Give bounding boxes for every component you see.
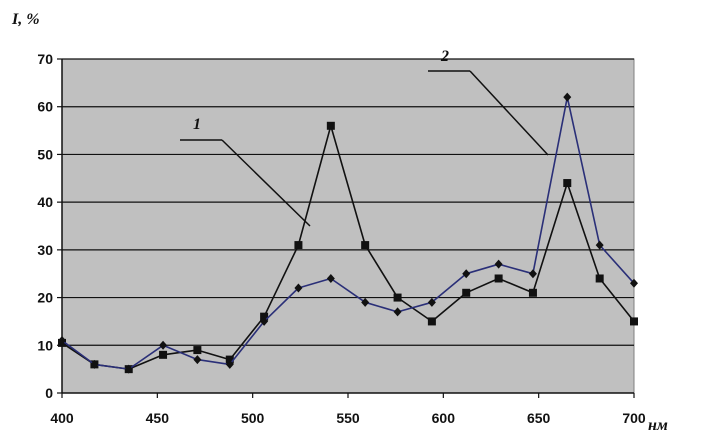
series-2-label: 2 [440,48,449,65]
series-1-point-9 [361,241,370,250]
series-2 [58,92,638,374]
series-2-point-14 [528,269,537,279]
gridlines [62,58,634,346]
series-2-point-16 [595,240,604,250]
x-tick-labels: 400 450 500 550 600 650 700 [50,393,646,426]
series-1-point-14 [528,288,537,297]
x-tick-label-0: 400 [50,410,74,426]
x-tick-label-4: 600 [432,410,456,426]
series-2-point-10 [393,307,402,317]
y-tick-label-0: 0 [45,385,53,401]
y-tick-label-6: 60 [37,99,53,115]
y-tick-label-4: 40 [37,194,53,210]
series-1-point-6 [260,312,269,321]
series-2-line [61,96,635,370]
plot-area [61,58,635,394]
x-tick-label-2: 500 [241,410,265,426]
series-1-point-11 [427,317,436,326]
series-1-point-5 [225,355,234,364]
x-axis-title: нм [648,417,668,434]
series-2-point-11 [427,297,436,307]
y-tick-label-5: 50 [37,146,53,162]
series-1-point-16 [595,274,604,283]
y-tick-labels: 0 10 20 30 40 50 60 70 [37,51,62,401]
series-2-point-9 [361,297,370,307]
series-2-point-4 [193,355,202,365]
series-1-point-3 [159,350,168,359]
series-1-point-17 [630,317,638,326]
series-2-point-5 [225,359,234,369]
x-tick-label-3: 550 [336,410,360,426]
x-tick-label-5: 650 [527,410,551,426]
series-2-point-3 [159,340,168,350]
series-1-point-15 [563,179,572,188]
y-tick-label-3: 30 [37,242,53,258]
callouts: 1 2 [180,48,549,227]
series-2-point-8 [326,273,335,283]
series-2-point-7 [294,283,303,293]
series-2-point-17 [630,278,638,288]
series-1-point-8 [326,121,335,130]
y-tick-label-2: 20 [37,290,53,306]
series-layer [58,92,638,374]
callout-2-leader [469,70,549,156]
series-1-point-12 [462,288,471,297]
series-1-point-4 [193,346,202,355]
series-1-line [61,125,635,370]
series-2-point-13 [494,259,503,269]
x-tick-label-1: 450 [146,410,170,426]
series-1 [58,121,638,374]
series-2-point-2 [124,364,133,374]
series-1-point-13 [494,274,503,283]
x-tick-label-6: 700 [622,410,646,426]
y-tick-label-1: 10 [37,337,53,353]
series-2-point-0 [58,336,66,346]
callout-1-leader [221,139,311,227]
series-2-point-12 [462,269,471,279]
series-1-point-10 [393,293,402,302]
y-tick-label-7: 70 [37,51,53,67]
series-1-label: 1 [193,116,201,133]
series-2-point-15 [563,92,572,102]
y-axis-title: I, % [11,11,40,28]
series-2-point-1 [90,359,99,369]
series-2-point-6 [260,316,269,326]
series-1-point-7 [294,241,303,250]
